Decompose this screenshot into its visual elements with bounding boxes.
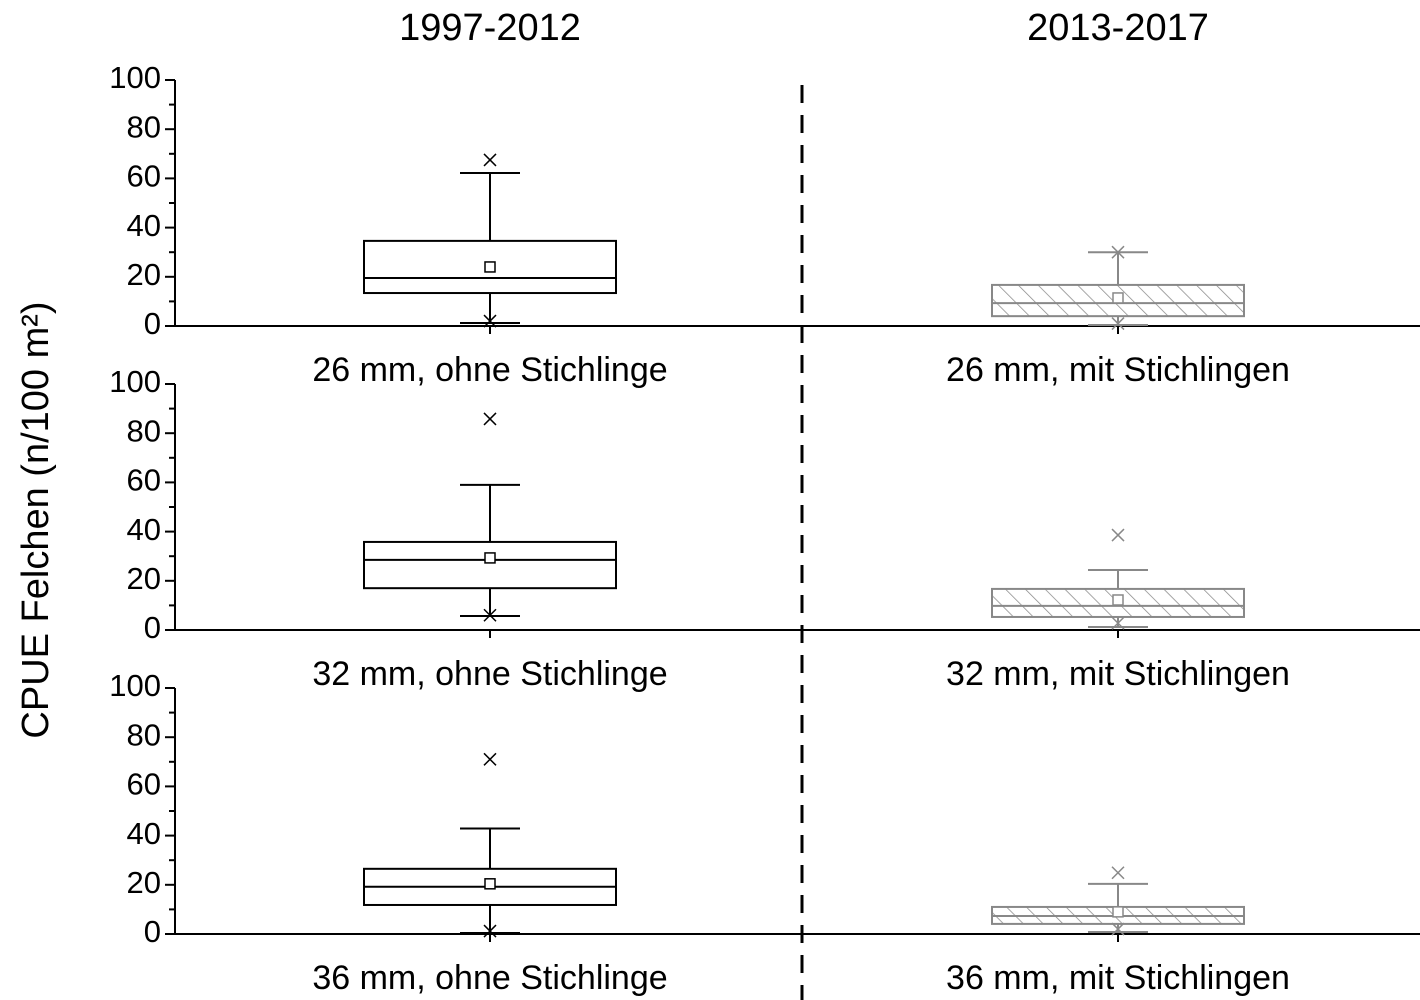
x-tick-label: 32 mm, ohne Stichlinge bbox=[312, 655, 667, 693]
y-tick-label: 60 bbox=[127, 159, 161, 194]
min-marker bbox=[483, 924, 497, 938]
min-marker bbox=[1111, 616, 1125, 630]
y-tick-label: 100 bbox=[109, 668, 161, 703]
y-tick-label: 0 bbox=[144, 914, 161, 949]
y-tick-label: 0 bbox=[144, 610, 161, 645]
max-marker bbox=[1111, 866, 1125, 880]
mean bbox=[484, 261, 496, 273]
mean bbox=[484, 878, 496, 890]
y-tick-label: 20 bbox=[127, 865, 161, 900]
box bbox=[363, 540, 617, 590]
x-tick-label: 36 mm, mit Stichlingen bbox=[946, 959, 1290, 997]
max-marker bbox=[483, 412, 497, 426]
max-marker bbox=[1111, 528, 1125, 542]
y-tick-label: 20 bbox=[127, 561, 161, 596]
mean bbox=[1112, 906, 1124, 918]
y-tick-label: 80 bbox=[127, 109, 161, 144]
min-marker bbox=[483, 314, 497, 328]
y-tick-label: 60 bbox=[127, 463, 161, 498]
y-tick-label: 100 bbox=[109, 364, 161, 399]
column-title: 2013-2017 bbox=[1027, 7, 1209, 49]
x-tick-label: 26 mm, ohne Stichlinge bbox=[312, 351, 667, 389]
min-marker bbox=[483, 608, 497, 622]
y-tick-label: 20 bbox=[127, 257, 161, 292]
x-tick-label: 32 mm, mit Stichlingen bbox=[946, 655, 1290, 693]
x-tick-label: 26 mm, mit Stichlingen bbox=[946, 351, 1290, 389]
y-tick-label: 80 bbox=[127, 717, 161, 752]
min-marker bbox=[1111, 922, 1125, 936]
mean bbox=[484, 552, 496, 564]
y-tick-label: 60 bbox=[127, 767, 161, 802]
y-tick-label: 0 bbox=[144, 306, 161, 341]
y-tick-label: 40 bbox=[127, 512, 161, 547]
y-axis-label: CPUE Felchen (n/100 m²) bbox=[15, 301, 57, 738]
max-marker bbox=[483, 752, 497, 766]
y-tick-label: 40 bbox=[127, 208, 161, 243]
column-title: 1997-2012 bbox=[399, 7, 581, 49]
y-tick-label: 40 bbox=[127, 816, 161, 851]
mean bbox=[1112, 594, 1124, 606]
min-marker bbox=[1111, 317, 1125, 331]
y-tick-label: 100 bbox=[109, 60, 161, 95]
x-tick-label: 36 mm, ohne Stichlinge bbox=[312, 959, 667, 997]
max-marker bbox=[483, 153, 497, 167]
mean bbox=[1112, 292, 1124, 304]
y-tick-label: 80 bbox=[127, 413, 161, 448]
max-marker bbox=[1111, 245, 1125, 259]
